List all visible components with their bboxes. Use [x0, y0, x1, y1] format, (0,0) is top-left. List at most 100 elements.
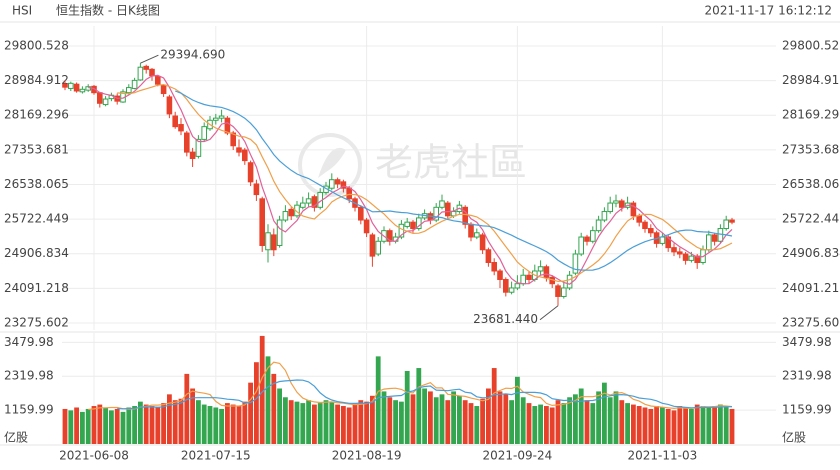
- watermark-logo-mark: [318, 147, 346, 178]
- volume-bar: [375, 356, 381, 444]
- y-tick-label: 24906.834: [4, 246, 69, 260]
- volume-bar: [329, 401, 335, 444]
- candle-body: [143, 65, 149, 70]
- candle-body: [474, 232, 480, 238]
- candle-body: [526, 274, 532, 280]
- candle-body: [677, 251, 683, 255]
- volume-bar: [555, 400, 561, 444]
- watermark: 老虎社區: [298, 133, 527, 197]
- watermark-text: 老虎社區: [375, 141, 527, 185]
- candle-body: [398, 223, 405, 238]
- volume-bar: [648, 408, 654, 444]
- candle-body: [595, 219, 602, 232]
- high-annotation: 29394.690: [160, 48, 225, 62]
- volume-bar: [520, 397, 526, 444]
- volume-tick-label-right: 1159.99: [782, 403, 832, 417]
- y-tick-label: 28169.296: [4, 108, 69, 122]
- candle-body: [671, 247, 677, 253]
- candle-body: [468, 223, 474, 238]
- volume-bar: [114, 408, 120, 444]
- volume-bar: [491, 368, 497, 444]
- y-tick-label-right: 29800.528: [782, 38, 840, 52]
- candle-body: [566, 274, 573, 289]
- candle-body: [329, 179, 335, 189]
- y-tick-label-right: 28984.912: [782, 73, 840, 87]
- volume-tick-label: 2319.98: [4, 369, 54, 383]
- candle-body: [276, 219, 283, 247]
- volume-bar: [85, 408, 91, 444]
- volume-unit-right: 亿股: [782, 430, 806, 445]
- candle-body: [282, 211, 289, 221]
- candle-body: [514, 283, 521, 289]
- candle-body: [648, 228, 654, 234]
- volume-bar: [138, 401, 143, 444]
- volume-bar: [578, 388, 584, 444]
- candle-body: [97, 92, 103, 104]
- volume-bar: [294, 401, 300, 444]
- candle-body: [578, 236, 585, 255]
- volume-bar: [584, 400, 590, 444]
- volume-bar: [370, 395, 375, 444]
- volume-bar: [364, 401, 369, 444]
- candle-body: [253, 183, 260, 196]
- volume-bar: [190, 388, 195, 444]
- volume-bar: [515, 376, 520, 444]
- price-ma-line: [174, 90, 733, 271]
- volume-bar: [636, 406, 642, 444]
- candle-body: [305, 198, 312, 204]
- volume-bar: [671, 410, 677, 444]
- volume-bar: [526, 403, 532, 444]
- candle-body: [213, 117, 219, 121]
- volume-bar: [602, 382, 607, 444]
- candle-body: [462, 206, 468, 225]
- volume-bar: [103, 407, 108, 444]
- volume-bar: [306, 400, 311, 444]
- candle-body: [271, 234, 277, 251]
- volume-bar: [358, 400, 364, 444]
- volume-bar: [393, 400, 398, 444]
- volume-bar: [503, 394, 509, 444]
- candle-body: [410, 221, 416, 230]
- candle-body: [62, 83, 68, 88]
- volume-bar: [410, 394, 416, 444]
- volume-bar: [68, 410, 74, 444]
- candle-body: [508, 287, 515, 293]
- candle-body: [433, 206, 439, 221]
- volume-bar: [167, 394, 172, 444]
- volume-bar: [352, 403, 358, 444]
- volume-bar: [248, 382, 253, 444]
- candle-body: [572, 253, 579, 274]
- y-tick-label-right: 24906.834: [782, 246, 840, 260]
- candle-body: [73, 83, 80, 92]
- candle-body: [311, 196, 318, 208]
- candle-body: [485, 249, 492, 263]
- candle-body: [520, 274, 527, 285]
- candle-body: [404, 221, 410, 227]
- volume-tick-label-right: 2319.98: [782, 369, 832, 383]
- candle-body: [300, 202, 306, 208]
- volume-bar: [399, 401, 404, 444]
- volume-bar: [497, 391, 503, 444]
- volume-bar: [613, 391, 619, 444]
- volume-bar: [161, 403, 166, 444]
- x-tick-label: 2021-06-08: [59, 449, 129, 463]
- volume-bar: [665, 408, 671, 444]
- candle-body: [334, 179, 341, 185]
- volume-bar: [62, 408, 68, 444]
- volume-bar: [561, 403, 567, 444]
- volume-bar: [213, 407, 219, 444]
- candle-body: [561, 287, 567, 297]
- candle-body: [68, 82, 74, 89]
- candle-body: [79, 88, 86, 93]
- volume-bar: [631, 404, 636, 444]
- volume-bar: [254, 362, 259, 444]
- volume-bar: [277, 388, 282, 444]
- price-ma-line: [117, 83, 733, 283]
- volume-bar: [433, 397, 439, 444]
- candle-body: [584, 236, 590, 242]
- volume-bar: [283, 397, 288, 444]
- volume-bar: [149, 406, 155, 444]
- candle-body: [288, 208, 294, 217]
- volume-bar: [312, 404, 317, 444]
- volume-bar: [143, 404, 149, 444]
